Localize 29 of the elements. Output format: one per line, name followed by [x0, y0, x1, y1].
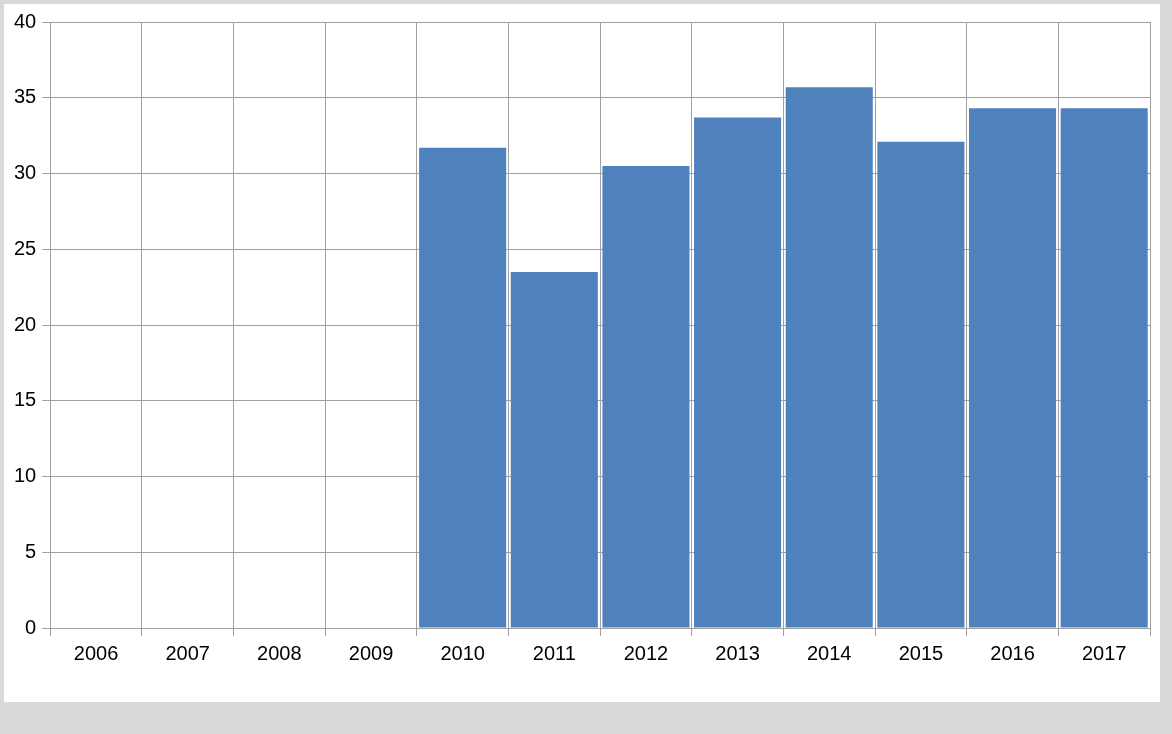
y-tick-label: 30 — [14, 161, 37, 184]
x-tick-label: 2009 — [348, 641, 394, 664]
bar — [1060, 108, 1148, 628]
x-tick-label: 2007 — [165, 641, 210, 664]
bar — [602, 165, 690, 628]
y-tick-label: 5 — [25, 539, 37, 562]
x-tick-label: 2014 — [806, 641, 852, 664]
x-tick-label: 2008 — [257, 641, 302, 664]
bar — [877, 141, 965, 628]
y-tick-label: 35 — [14, 85, 37, 108]
bar — [694, 117, 782, 628]
x-tick-label: 2010 — [440, 641, 485, 664]
x-tick-label: 2013 — [715, 641, 760, 664]
x-tick-label: 2012 — [623, 641, 669, 664]
bar — [785, 87, 873, 628]
y-tick-label: 40 — [14, 9, 37, 32]
bar — [969, 108, 1057, 628]
x-tick-label: 2006 — [73, 641, 119, 664]
y-tick-label: 0 — [25, 615, 37, 638]
x-tick-label: 2016 — [990, 641, 1035, 664]
bar — [419, 147, 507, 628]
y-tick-label: 15 — [14, 388, 37, 411]
x-tick-label: 2011 — [532, 641, 576, 664]
x-tick-label: 2015 — [898, 641, 944, 664]
y-tick-label: 20 — [14, 312, 37, 335]
y-tick-label: 25 — [14, 236, 37, 259]
x-tick-label: 2017 — [1081, 641, 1127, 664]
y-tick-label: 10 — [14, 464, 37, 487]
bar — [510, 271, 598, 628]
